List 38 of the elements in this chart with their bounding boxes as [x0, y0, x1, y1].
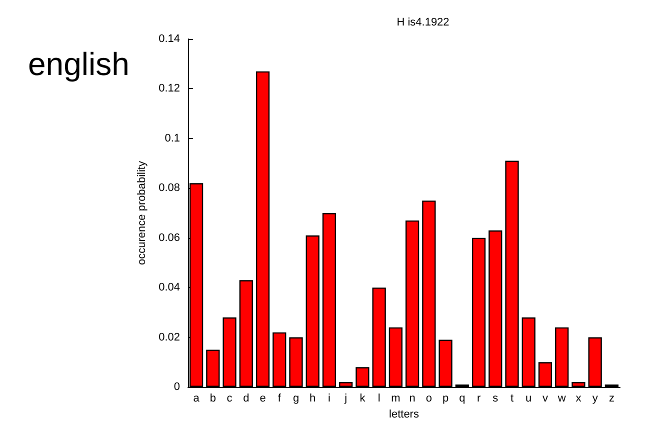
x-tick-label: w: [556, 392, 566, 404]
x-tick-label: u: [526, 392, 532, 404]
x-tick-label: f: [278, 392, 282, 404]
chart-title: H is4.1922: [396, 16, 450, 28]
x-tick-label: e: [260, 392, 266, 404]
x-tick-label: p: [442, 392, 449, 404]
x-tick-label: r: [476, 392, 481, 404]
x-tick-label: s: [492, 392, 499, 404]
y-tick-label: 0.12: [158, 82, 180, 95]
x-tick-label: z: [608, 392, 614, 404]
x-tick-label: n: [409, 392, 416, 404]
x-tick-label: y: [592, 392, 598, 404]
x-tick-label: q: [459, 392, 466, 404]
y-tick-label: 0.02: [158, 331, 180, 344]
y-tick-label: 0.04: [158, 282, 180, 294]
x-tick-label: b: [210, 392, 216, 404]
y-tick-label: 0.14: [158, 33, 180, 45]
x-tick-label: t: [510, 392, 514, 404]
x-tick-label: g: [292, 392, 300, 404]
x-tick-label: x: [576, 392, 582, 404]
x-axis-title: letters: [389, 408, 420, 420]
y-tick-label: 0: [174, 381, 180, 393]
x-tick-label: c: [226, 392, 233, 404]
y-tick-label: 0.1: [164, 132, 180, 144]
x-tick-label: m: [391, 392, 400, 404]
x-tick-label: o: [426, 392, 432, 404]
x-tick-label: v: [542, 392, 548, 404]
y-tick-label: 0.06: [158, 232, 180, 244]
x-tick-label: j: [344, 392, 348, 404]
text: english: [28, 46, 130, 82]
x-tick-label: i: [328, 392, 330, 404]
y-tick-label: 0.08: [158, 182, 180, 194]
x-tick-label: d: [243, 392, 250, 404]
y-axis-title: occurence probability: [136, 160, 148, 265]
x-tick-label: h: [310, 392, 316, 404]
x-tick-label: a: [193, 392, 200, 404]
x-tick-label: k: [360, 392, 366, 404]
x-tick-label: l: [378, 392, 380, 404]
